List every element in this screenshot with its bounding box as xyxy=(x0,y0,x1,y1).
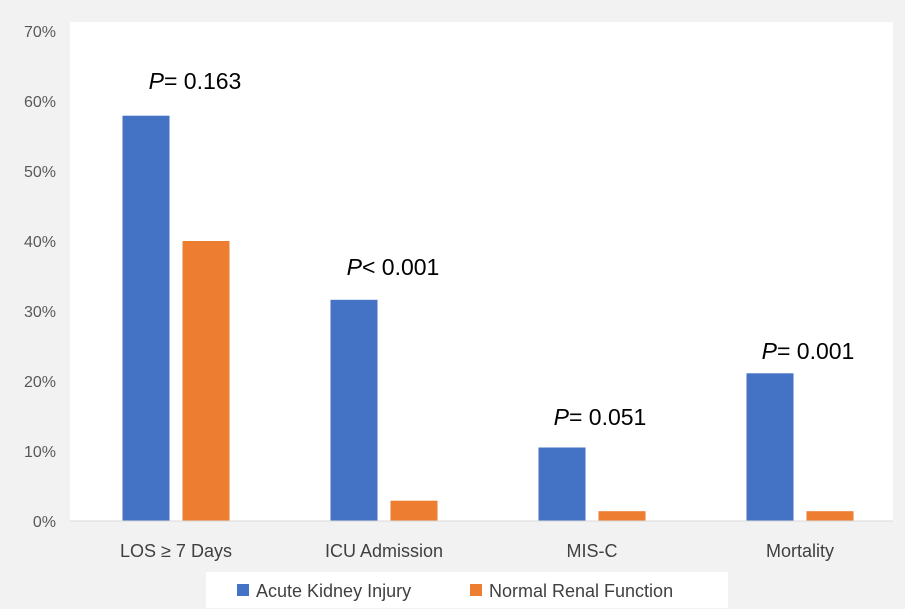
x-category-label: LOS ≥ 7 Days xyxy=(120,541,232,561)
x-category-label: Mortality xyxy=(766,541,834,561)
p-value-annotation: P< 0.001 xyxy=(347,254,440,280)
p-symbol: P xyxy=(554,404,570,430)
p-symbol: P xyxy=(347,254,363,280)
y-tick-label: 60% xyxy=(24,94,56,111)
legend: Acute Kidney Injury Normal Renal Function xyxy=(237,581,673,601)
p-value-text: = 0.163 xyxy=(164,68,241,94)
p-value-annotation: P= 0.051 xyxy=(554,404,647,430)
x-axis: LOS ≥ 7 Days ICU Admission MIS-C Mortality xyxy=(120,541,834,561)
p-value-annotation: P= 0.163 xyxy=(149,68,242,94)
x-category-label: ICU Admission xyxy=(325,541,443,561)
legend-label: Acute Kidney Injury xyxy=(256,581,411,601)
y-tick-label: 30% xyxy=(24,304,56,321)
legend-swatch xyxy=(470,584,482,596)
bar-acute-kidney-injury xyxy=(538,447,586,521)
bar-normal-renal-function xyxy=(182,241,230,521)
bar-normal-renal-function xyxy=(806,511,854,521)
bars-layer xyxy=(122,115,854,521)
p-value-text: = 0.051 xyxy=(569,404,646,430)
bar-normal-renal-function xyxy=(390,500,438,521)
y-tick-label: 70% xyxy=(24,24,56,41)
y-tick-label: 10% xyxy=(24,444,56,461)
p-symbol: P xyxy=(762,338,778,364)
y-tick-label: 0% xyxy=(33,514,56,531)
bar-normal-renal-function xyxy=(598,511,646,521)
legend-swatch xyxy=(237,584,249,596)
legend-label: Normal Renal Function xyxy=(489,581,673,601)
p-symbol: P xyxy=(149,68,165,94)
legend-box xyxy=(206,572,728,608)
p-value-annotation: P= 0.001 xyxy=(762,338,855,364)
x-category-label: MIS-C xyxy=(567,541,618,561)
p-value-text: = 0.001 xyxy=(777,338,854,364)
bar-acute-kidney-injury xyxy=(122,115,170,521)
y-tick-label: 50% xyxy=(24,164,56,181)
bar-acute-kidney-injury xyxy=(746,373,794,521)
bar-acute-kidney-injury xyxy=(330,299,378,521)
y-tick-label: 40% xyxy=(24,234,56,251)
p-value-text: < 0.001 xyxy=(362,254,439,280)
y-axis: 0% 10% 20% 30% 40% 50% 60% 70% xyxy=(24,24,56,531)
y-tick-label: 20% xyxy=(24,374,56,391)
